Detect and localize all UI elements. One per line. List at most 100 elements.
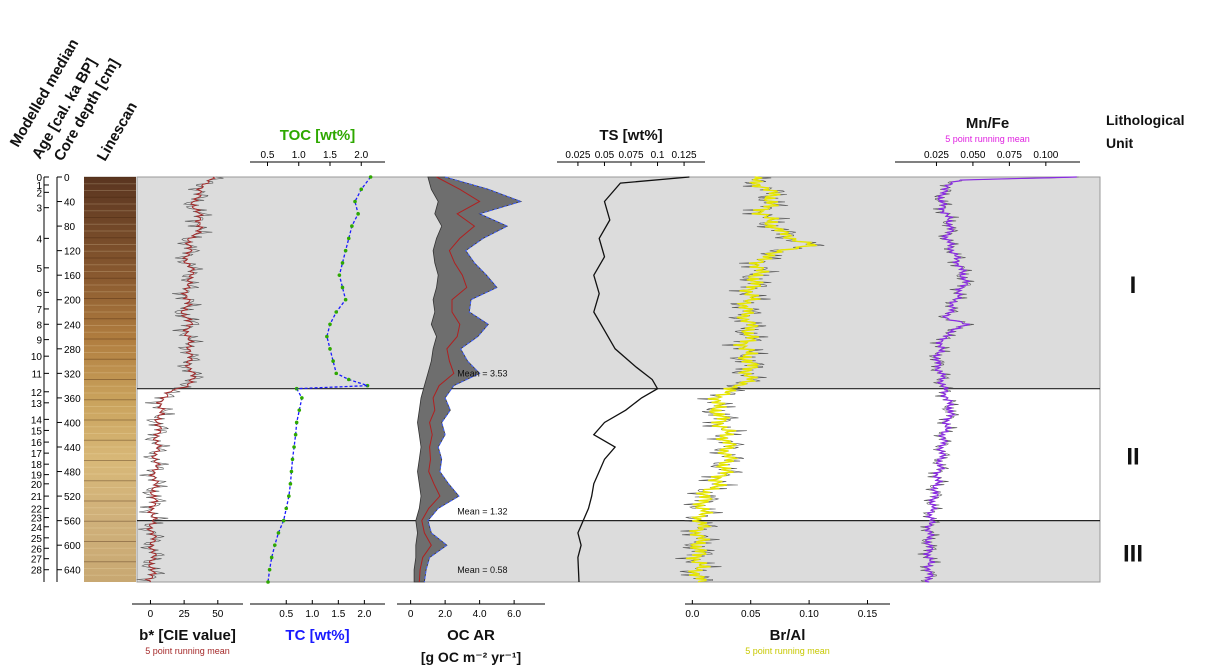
toc-point <box>359 187 364 192</box>
plot-lines <box>136 175 1079 584</box>
unit-header-line2: Unit <box>1106 135 1134 151</box>
toc-point <box>328 347 332 351</box>
brai-tick-label: 0.05 <box>741 609 761 620</box>
toc-point <box>346 236 351 241</box>
tc-point <box>292 445 296 449</box>
tc-point <box>281 518 286 523</box>
toc-point <box>343 297 348 302</box>
age-tick-label: 13 <box>31 399 43 410</box>
unit-background <box>136 176 1101 583</box>
age-tick-label: 22 <box>31 504 43 515</box>
depth-tick-label: 0 <box>64 173 70 184</box>
depth-tick-label: 80 <box>64 222 76 233</box>
age-tick-label: 3 <box>36 204 42 215</box>
bstar-tick-label: 25 <box>179 609 191 620</box>
tc-point <box>272 543 277 547</box>
tc-tick-label: 0.5 <box>279 609 293 620</box>
age-tick-label: 26 <box>31 544 43 555</box>
ocar-upper-line <box>423 176 523 583</box>
ocar-tick-label: 6.0 <box>507 609 521 620</box>
tc-point <box>297 408 302 412</box>
toc-point <box>350 224 354 228</box>
tc-tick-label: 2.0 <box>357 609 371 620</box>
unit-header-line1: Lithological <box>1106 112 1185 128</box>
brai-tick-label: 0.15 <box>858 609 878 620</box>
mnfe-label: Mn/Fe <box>966 115 1009 132</box>
age-tick-label: 4 <box>36 234 42 245</box>
mnfe-tick-label: 0.075 <box>997 150 1022 161</box>
mnfe-raw-line <box>917 176 1079 583</box>
age-tick-label: 16 <box>31 438 43 449</box>
depth-tick-label: 320 <box>64 369 81 380</box>
unit-label-III: III <box>1123 540 1143 567</box>
toc-point <box>325 334 329 339</box>
brai-mean-line <box>685 176 818 583</box>
bstar-mean-line <box>144 176 216 583</box>
age-tick-label: 6 <box>36 288 42 299</box>
ts-label: TS [wt%] <box>599 127 662 144</box>
linescan-image <box>84 176 136 582</box>
tc-point <box>269 555 274 560</box>
toc-tick-label: 0.5 <box>261 150 275 161</box>
bstar-label: b* [CIE value] <box>139 627 236 644</box>
depth-tick-label: 40 <box>64 198 76 209</box>
age-tick-label: 0 <box>36 173 42 184</box>
ts-tick-label: 0.125 <box>672 150 697 161</box>
unit-label-II: II <box>1126 444 1139 471</box>
unit-label-I: I <box>1130 272 1137 299</box>
tc-point <box>287 494 291 498</box>
depth-tick-label: 440 <box>64 443 81 454</box>
ocar-mean-label: Mean = 0.58 <box>457 565 507 575</box>
depth-tick-label: 560 <box>64 517 81 528</box>
age-tick-label: 5 <box>36 264 42 275</box>
tc-point <box>300 396 304 400</box>
tc-point <box>294 420 299 425</box>
brai-tick-label: 0.10 <box>799 609 819 620</box>
tc-point <box>267 567 272 572</box>
age-tick-label: 7 <box>36 305 42 316</box>
depth-tick-label: 200 <box>64 296 81 307</box>
axes: 0408012016020024028032036040044048052056… <box>31 150 1080 620</box>
plot-frame <box>136 176 1101 583</box>
toc-point <box>353 199 357 204</box>
ocar-mean-label: Mean = 3.53 <box>457 369 507 379</box>
toc-point <box>337 273 342 277</box>
tc-tick-label: 1.5 <box>331 609 345 620</box>
tc-point <box>293 432 298 437</box>
bstar-sublabel: 5 point running mean <box>145 646 230 656</box>
toc-point <box>343 248 348 253</box>
age-tick-label: 11 <box>32 369 43 380</box>
tc-label: TC [wt%] <box>285 627 349 644</box>
ts-tick-label: 0.075 <box>618 150 643 161</box>
toc-tick-label: 2.0 <box>354 150 368 161</box>
tc-point <box>288 482 293 486</box>
age-tick-label: 8 <box>36 320 42 331</box>
depth-tick-label: 480 <box>64 468 81 479</box>
age-tick-label: 15 <box>31 426 43 437</box>
age-tick-label: 21 <box>31 492 43 503</box>
toc-point <box>331 359 335 363</box>
brai-sublabel: 5 point running mean <box>745 646 830 656</box>
tc-tick-label: 1.0 <box>305 609 319 620</box>
ocar-median-line <box>418 176 481 583</box>
ocar-tick-label: 2.0 <box>438 609 452 620</box>
mnfe-sublabel: 5 point running mean <box>945 134 1030 144</box>
toc-tick-label: 1.0 <box>292 150 306 161</box>
depth-tick-label: 520 <box>64 492 81 503</box>
age-tick-label: 2 <box>36 188 42 199</box>
toc-point <box>356 212 360 216</box>
mnfe-tick-label: 0.025 <box>924 150 949 161</box>
ocar-band <box>413 176 523 583</box>
bstar-tick-label: 0 <box>148 609 154 620</box>
age-tick-label: 12 <box>31 388 43 399</box>
depth-tick-label: 640 <box>64 566 81 577</box>
ocar-label: OC AR <box>447 627 495 644</box>
age-tick-label: 14 <box>31 415 43 426</box>
unit-band-II <box>137 388 1100 521</box>
age-tick-label: 18 <box>31 460 43 471</box>
tc-point <box>290 457 295 462</box>
depth-tick-label: 160 <box>64 271 81 282</box>
age-tick-label: 19 <box>31 471 43 482</box>
toc-point <box>340 285 345 290</box>
ocar-mean-label: Mean = 1.32 <box>457 507 507 517</box>
